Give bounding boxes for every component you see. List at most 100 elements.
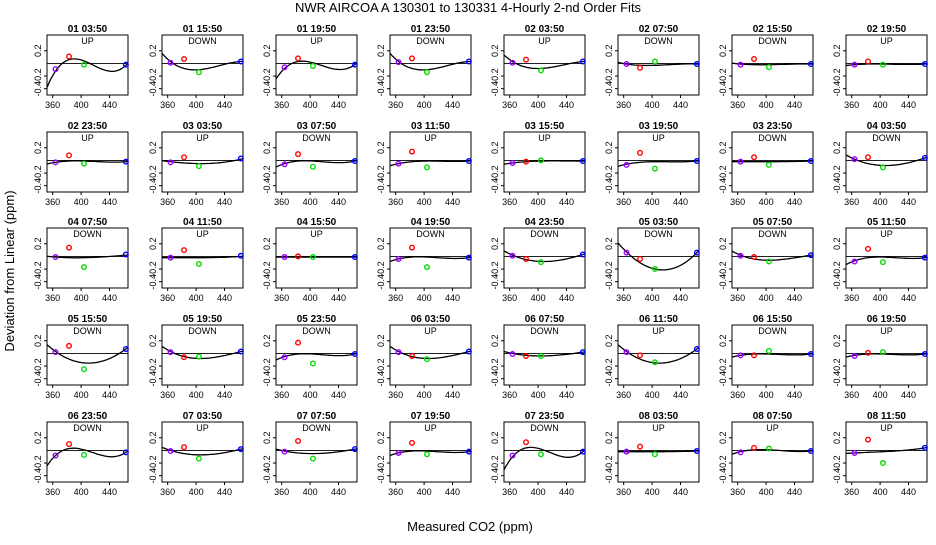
data-point (765, 347, 772, 354)
x-tick-label: 440 (901, 390, 916, 400)
panel-direction-label: UP (196, 133, 209, 143)
panel-title: 07 03:50 (183, 411, 223, 422)
data-point (865, 154, 872, 161)
y-tick-label: -0.2 (33, 165, 43, 181)
data-point (765, 64, 772, 71)
y-tick-label: -0.2 (376, 261, 386, 277)
panel-frame (731, 227, 814, 289)
data-point (921, 61, 928, 68)
data-point (523, 158, 530, 165)
data-point (167, 159, 174, 166)
data-point (465, 254, 472, 261)
y-tick-label: 0.2 (832, 45, 842, 58)
panel-title: 04 15:50 (297, 217, 337, 228)
x-tick-label: 360 (274, 100, 289, 110)
x-tick-label: 400 (189, 100, 204, 110)
fit-curve (389, 160, 472, 167)
y-tick-label: -0.2 (832, 455, 842, 471)
panel-title: 02 03:50 (525, 24, 565, 35)
data-point (579, 251, 586, 258)
x-tick-label: 360 (844, 197, 859, 207)
fit-curve (845, 154, 928, 167)
x-tick-label: 360 (616, 487, 631, 497)
y-tick-label: -0.2 (262, 261, 272, 277)
x-tick-label: 360 (502, 487, 517, 497)
y-tick-label: 0.2 (490, 432, 500, 445)
y-tick-label: 0.2 (490, 238, 500, 251)
x-tick-label: 360 (502, 197, 517, 207)
data-point (122, 346, 129, 353)
x-tick-label: 360 (160, 293, 175, 303)
data-point (80, 61, 87, 68)
x-tick-label: 400 (645, 390, 660, 400)
panel-title: 08 11:50 (867, 411, 906, 422)
x-tick-label: 400 (531, 197, 546, 207)
y-tick-label: 0.2 (148, 335, 158, 348)
data-point (409, 244, 416, 251)
data-point (181, 154, 188, 161)
y-tick-label: -0.2 (376, 455, 386, 471)
data-point (737, 61, 744, 68)
x-tick-label: 440 (102, 100, 117, 110)
panel-direction-label: DOWN (416, 229, 445, 239)
x-tick-label: 360 (274, 390, 289, 400)
panel-direction-label: UP (196, 229, 209, 239)
fit-curve (161, 345, 244, 360)
data-point (509, 159, 516, 166)
x-tick-label: 360 (274, 293, 289, 303)
panel-direction-label: UP (424, 326, 437, 336)
x-tick-label: 440 (673, 100, 688, 110)
data-point (66, 441, 73, 448)
x-tick-label: 440 (901, 487, 916, 497)
y-tick-label: 0.2 (376, 142, 386, 155)
x-tick-label: 440 (787, 487, 802, 497)
y-tick-label: 0.2 (604, 142, 614, 155)
fit-curve (389, 345, 472, 360)
x-tick-label: 440 (559, 390, 574, 400)
x-tick-label: 440 (331, 293, 346, 303)
y-tick-label: -0.4 (33, 178, 43, 194)
y-tick-label: -0.2 (148, 68, 158, 84)
data-point (879, 164, 886, 171)
panel-title: 05 07:50 (753, 217, 793, 228)
panel-direction-label: DOWN (302, 326, 331, 336)
y-tick-label: 0.2 (33, 45, 43, 58)
data-point (237, 446, 244, 453)
y-tick-label: -0.2 (376, 165, 386, 181)
data-point (237, 252, 244, 259)
fit-curve (731, 353, 814, 358)
data-point (637, 443, 644, 450)
fit-curve (617, 242, 700, 271)
panel-title: 01 15:50 (183, 24, 223, 35)
panel-title: 05 23:50 (297, 314, 337, 325)
x-tick-label: 440 (673, 197, 688, 207)
x-tick-label: 440 (559, 293, 574, 303)
y-tick-label: -0.2 (148, 261, 158, 277)
fit-curve (46, 160, 129, 165)
data-point (807, 252, 814, 259)
y-tick-label: 0.2 (262, 432, 272, 445)
panel-direction-label: UP (310, 229, 323, 239)
data-point (52, 349, 59, 356)
y-tick-label: -0.4 (832, 178, 842, 194)
panel-direction-label: UP (652, 326, 665, 336)
panel-direction-label: DOWN (758, 326, 787, 336)
panel-title: 06 23:50 (68, 411, 108, 422)
x-tick-label: 360 (160, 390, 175, 400)
panel-direction-label: DOWN (758, 36, 787, 46)
x-tick-label: 400 (759, 390, 774, 400)
x-tick-label: 400 (303, 293, 318, 303)
data-point (623, 61, 630, 68)
